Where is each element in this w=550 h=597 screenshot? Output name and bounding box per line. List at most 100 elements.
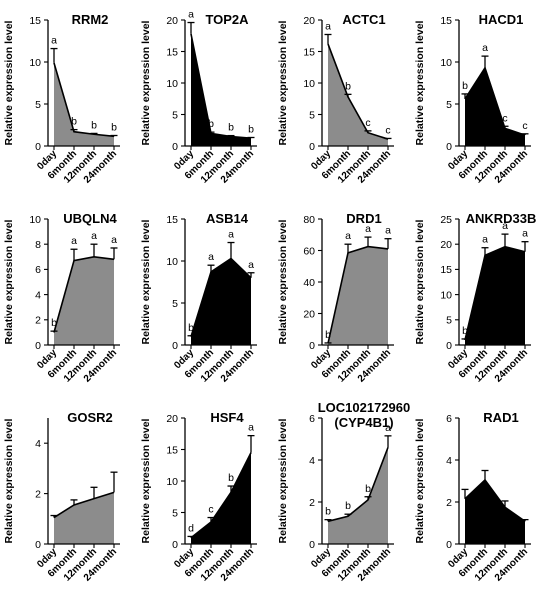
chart-title: UBQLN4 [63, 211, 117, 226]
chart-panel-ubqln4: ba a a02468100day6month12month24monthRelat… [3, 211, 120, 385]
significance-label: a [111, 234, 117, 246]
y-tick-label: 15 [303, 46, 315, 58]
significance-label: a [522, 228, 528, 240]
y-axis-label: Relative expression level [277, 418, 289, 543]
significance-label: a [345, 230, 351, 242]
series-line [464, 245, 526, 341]
chart-title: HACD1 [479, 12, 524, 27]
chart-panel-hsf4: dcba051015200day6month12month24monthRela… [140, 410, 257, 584]
chart-title: DRD1 [346, 211, 381, 226]
y-tick-label: 20 [440, 239, 452, 251]
significance-label: a [51, 35, 57, 47]
significance-label: a [385, 225, 391, 237]
area-fill [328, 447, 388, 544]
area-fill [328, 43, 388, 146]
y-tick-label: 10 [29, 214, 41, 226]
y-tick-label: 5 [446, 315, 452, 327]
significance-label: b [228, 122, 234, 134]
significance-label: a [188, 9, 194, 21]
y-axis-label: Relative expression level [277, 219, 289, 344]
significance-label: c [522, 120, 527, 132]
significance-label: b [462, 325, 468, 337]
y-tick-label: 10 [166, 476, 178, 488]
y-tick-label: 20 [166, 413, 178, 425]
y-axis-label: Relative expression level [3, 219, 15, 344]
y-tick-label: 0 [35, 141, 41, 153]
y-tick-label: 15 [166, 214, 178, 226]
series-line [327, 245, 389, 344]
significance-label: b [71, 116, 77, 128]
chart-title: HSF4 [210, 410, 244, 425]
chart-title: RRM2 [72, 12, 109, 27]
significance-label: a [502, 220, 508, 232]
y-tick-label: 5 [172, 298, 178, 310]
chart-title: ANKRD33B [466, 211, 537, 226]
significance-label: c [208, 504, 213, 516]
chart-title: ASB14 [206, 211, 249, 226]
chart-panel-top2a: ab b b051015200day6month12month24monthRela… [140, 9, 257, 186]
chart-title: GOSR2 [67, 410, 113, 425]
y-tick-label: 0 [309, 141, 315, 153]
series-line [327, 447, 389, 523]
y-tick-label: 0 [309, 340, 315, 352]
y-axis-label: Relative expression level [140, 219, 152, 344]
y-tick-label: 80 [303, 214, 315, 226]
y-axis-label: Relative expression level [277, 20, 289, 145]
y-tick-label: 15 [166, 46, 178, 58]
chart-subtitle: (CYP4B1) [334, 415, 393, 430]
significance-label: a [325, 20, 331, 32]
area-fill [465, 246, 525, 345]
significance-label: c [502, 112, 507, 124]
area-fill [465, 479, 525, 544]
chart-panel-asb14: baaa0510150day6month12month24monthRelati… [140, 211, 257, 385]
significance-label: b [325, 506, 331, 518]
y-tick-label: 6 [309, 413, 315, 425]
series-line [464, 66, 526, 136]
y-tick-label: 15 [166, 444, 178, 456]
significance-label: b [462, 80, 468, 92]
y-tick-label: 5 [172, 507, 178, 519]
significance-label: a [248, 259, 254, 271]
series-line [190, 257, 252, 337]
y-tick-label: 2 [446, 497, 452, 509]
y-tick-label: 4 [35, 289, 41, 301]
y-tick-label: 0 [309, 539, 315, 551]
y-tick-label: 5 [172, 109, 178, 121]
area-fill [465, 67, 525, 146]
y-axis-label: Relative expression level [414, 219, 426, 344]
chart-panel-ankrd33b: baaa05101520250day6month12month24monthRe… [414, 211, 536, 385]
significance-label: b [188, 322, 194, 334]
significance-label: c [365, 117, 370, 129]
y-tick-label: 15 [440, 15, 452, 27]
significance-label: d [188, 522, 194, 534]
y-tick-label: 10 [440, 57, 452, 69]
significance-label: a [71, 235, 77, 247]
y-axis-label: Relative expression level [140, 418, 152, 543]
chart-panel-rrm2: ab b b0510150day6month12month24monthRelati… [3, 12, 120, 186]
significance-label: b [228, 472, 234, 484]
series-line [327, 43, 389, 140]
chart-panel-hacd1: bacc0510150day6month12month24monthRelati… [414, 12, 531, 186]
y-tick-label: 20 [166, 15, 178, 27]
y-tick-label: 10 [303, 78, 315, 90]
significance-label: b [325, 329, 331, 341]
y-tick-label: 8 [35, 239, 41, 251]
series-line [53, 491, 115, 519]
y-tick-label: 4 [446, 455, 452, 467]
significance-label: a [248, 422, 254, 434]
y-axis-label: Relative expression level [414, 418, 426, 543]
y-tick-label: 0 [172, 340, 178, 352]
y-tick-label: 0 [446, 141, 452, 153]
area-fill [54, 492, 114, 544]
y-tick-label: 0 [35, 340, 41, 352]
chart-title: ACTC1 [342, 12, 385, 27]
significance-label: a [228, 229, 234, 241]
chart-panel-loc102172960: b bba02460day6month12month24monthRelative… [277, 400, 410, 584]
significance-label: b [91, 119, 97, 131]
y-tick-label: 0 [35, 539, 41, 551]
area-fill [328, 246, 388, 345]
y-tick-label: 15 [29, 15, 41, 27]
